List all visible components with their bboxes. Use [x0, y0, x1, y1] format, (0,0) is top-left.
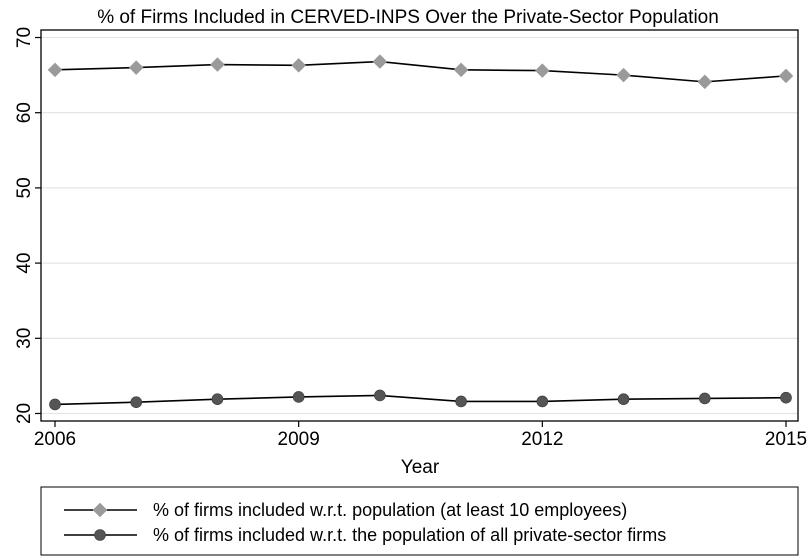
data-point	[210, 57, 225, 72]
chart-title: % of Firms Included in CERVED-INPS Over …	[97, 7, 719, 28]
data-point	[778, 68, 794, 84]
y-tick-label: 70	[14, 27, 35, 48]
legend-marker	[92, 502, 108, 518]
plot-frame	[40, 29, 799, 422]
data-point	[128, 60, 144, 75]
data-point	[616, 67, 631, 83]
legend: % of firms included w.r.t. population (a…	[40, 486, 799, 556]
x-tick-label: 2009	[278, 429, 320, 450]
x-axis-label: Year	[401, 457, 440, 478]
legend-item-2: % of firms included w.r.t. the populatio…	[64, 525, 666, 545]
data-point	[130, 396, 143, 409]
data-point	[292, 391, 305, 403]
data-point	[47, 62, 63, 78]
series-line	[54, 394, 787, 406]
data-point	[49, 398, 61, 411]
legend-box	[40, 486, 799, 556]
data-point	[211, 393, 224, 405]
x-tick-label: 2012	[521, 429, 563, 450]
data-point	[534, 63, 550, 78]
series-1	[47, 54, 794, 90]
y-tick-label: 20	[14, 403, 35, 424]
data-point	[698, 392, 711, 405]
legend-item-1: % of firms included w.r.t. population (a…	[64, 500, 627, 520]
data-point	[291, 57, 307, 73]
x-tick-label: 2015	[765, 429, 807, 450]
y-axis: 20 30 40 50 60 70	[14, 27, 41, 424]
legend-label: % of firms included w.r.t. the populatio…	[153, 525, 666, 545]
data-point	[697, 74, 713, 90]
data-point	[617, 393, 630, 405]
series-line	[54, 60, 787, 83]
y-tick-label: 40	[14, 253, 35, 274]
data-point	[453, 62, 469, 78]
data-point	[372, 54, 388, 69]
data-series	[47, 54, 794, 411]
x-axis: 2006 2009 2012 2015	[34, 421, 807, 450]
legend-label: % of firms included w.r.t. population (a…	[153, 500, 627, 520]
y-tick-label: 60	[14, 102, 35, 123]
legend-marker	[94, 529, 106, 541]
data-point	[780, 391, 792, 404]
data-point	[374, 389, 386, 402]
data-point	[455, 395, 467, 408]
data-point	[536, 395, 549, 408]
y-tick-label: 50	[14, 177, 35, 198]
grid-lines	[41, 36, 798, 415]
y-tick-label: 30	[14, 328, 35, 349]
x-tick-label: 2006	[34, 429, 76, 450]
series-2	[49, 389, 792, 411]
